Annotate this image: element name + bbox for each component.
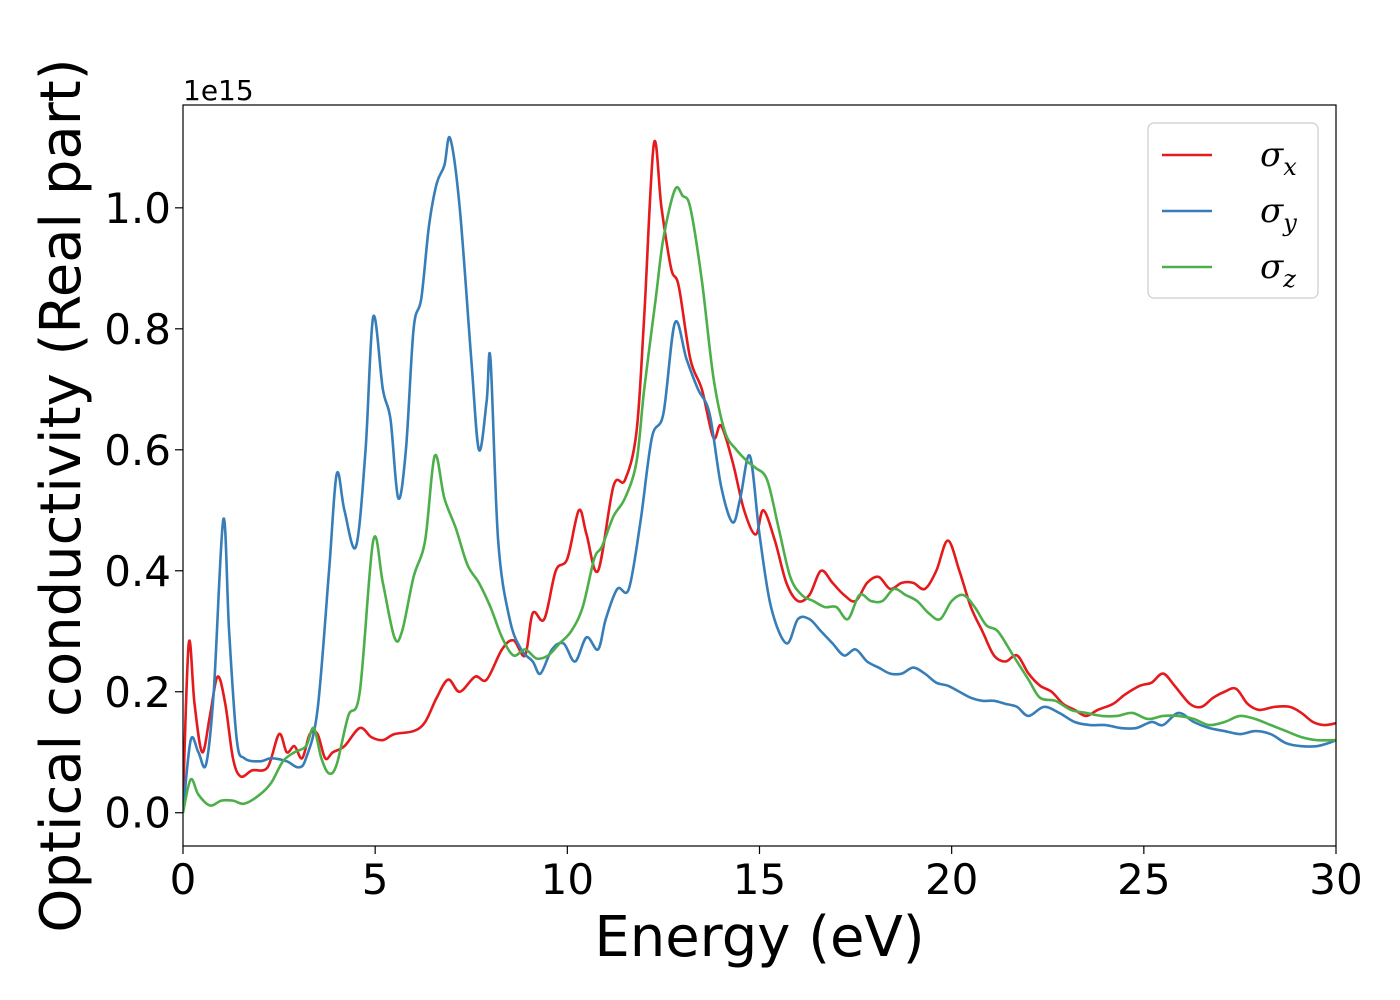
x-axis-title: Energy (eV)	[594, 905, 924, 970]
x-tick-label: 15	[733, 855, 786, 904]
series-line-y	[183, 135, 1336, 813]
series-line-z	[183, 185, 1336, 814]
legend-box	[1147, 122, 1319, 299]
y-tick-label: 0.0	[104, 789, 171, 838]
legend-label-x: σx	[1260, 135, 1297, 181]
y-offset-label: 1e15	[183, 74, 254, 107]
x-tick-label: 0	[170, 855, 197, 904]
x-tick-label: 25	[1117, 855, 1170, 904]
y-tick-label: 1.0	[104, 184, 171, 233]
y-tick-label: 0.6	[104, 426, 171, 475]
axis-ticks: 0 5 10 15 20 25 30 0.0 0.2 0.4 0.6 0.8 1.0	[104, 184, 1363, 904]
x-tick-label: 10	[541, 855, 594, 904]
y-axis-title: Optical conductivity (Real part)	[29, 58, 94, 932]
x-tick-label: 20	[925, 855, 978, 904]
y-tick-label: 0.8	[104, 305, 171, 354]
x-tick-label: 30	[1309, 855, 1362, 904]
x-tick-label: 5	[362, 855, 389, 904]
y-tick-label: 0.4	[104, 547, 171, 596]
y-tick-label: 0.2	[104, 668, 171, 717]
series-layer	[183, 135, 1336, 814]
